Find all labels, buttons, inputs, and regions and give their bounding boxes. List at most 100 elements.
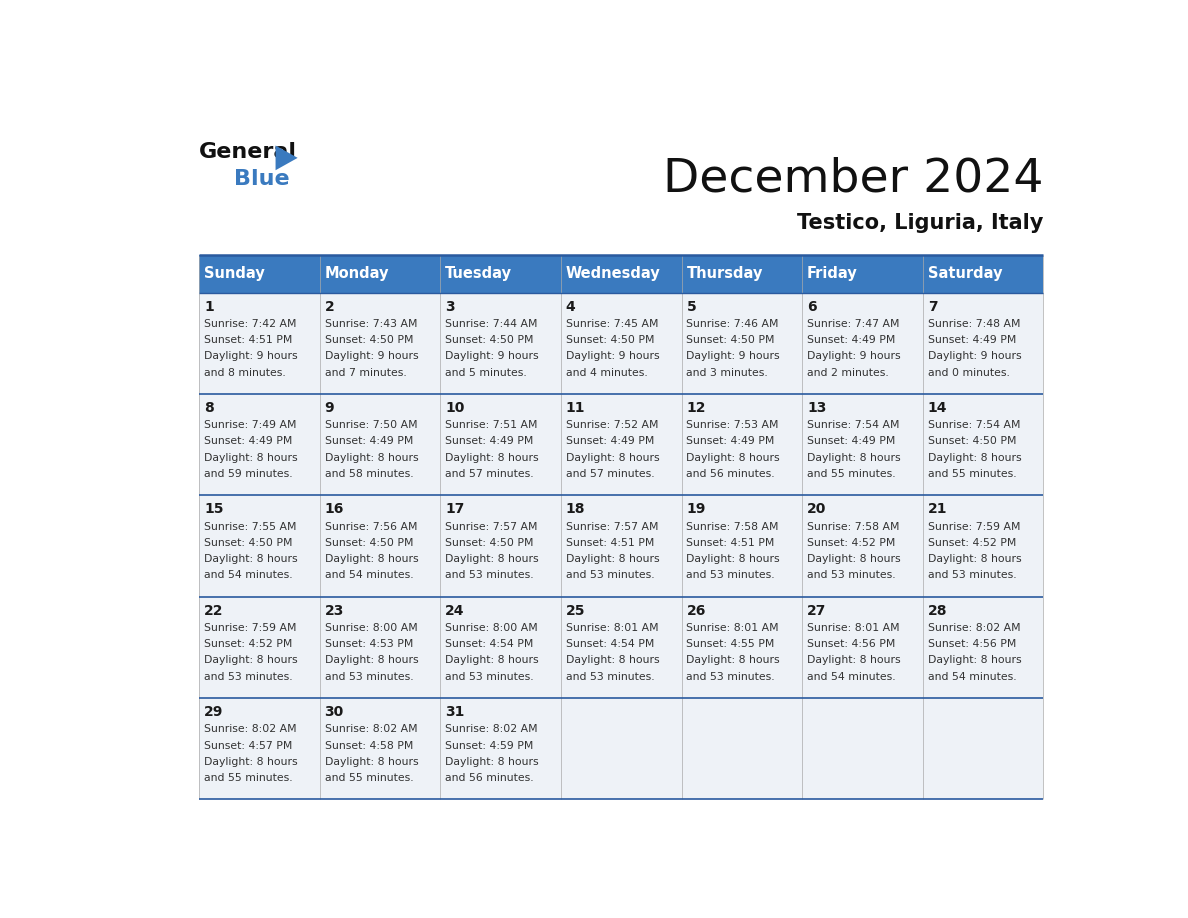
Text: 28: 28 — [928, 604, 947, 618]
Text: and 58 minutes.: and 58 minutes. — [324, 469, 413, 479]
Text: 20: 20 — [807, 502, 827, 516]
Text: and 53 minutes.: and 53 minutes. — [807, 570, 896, 580]
Text: and 53 minutes.: and 53 minutes. — [204, 672, 292, 682]
Bar — [802, 293, 923, 394]
Text: Blue: Blue — [234, 169, 290, 189]
Text: Sunrise: 8:01 AM: Sunrise: 8:01 AM — [687, 623, 779, 633]
Bar — [320, 495, 441, 597]
Text: Sunrise: 7:56 AM: Sunrise: 7:56 AM — [324, 521, 417, 532]
Text: 21: 21 — [928, 502, 947, 516]
Bar — [682, 293, 802, 394]
Bar — [682, 255, 802, 293]
Text: Monday: Monday — [324, 266, 390, 281]
Text: Sunrise: 7:57 AM: Sunrise: 7:57 AM — [565, 521, 658, 532]
Text: Sunset: 4:49 PM: Sunset: 4:49 PM — [687, 436, 775, 446]
Bar — [682, 698, 802, 800]
Text: 8: 8 — [204, 401, 214, 415]
Text: Sunrise: 7:49 AM: Sunrise: 7:49 AM — [204, 420, 297, 431]
Text: and 54 minutes.: and 54 minutes. — [928, 672, 1016, 682]
Text: Sunrise: 7:45 AM: Sunrise: 7:45 AM — [565, 319, 658, 329]
Text: Daylight: 8 hours: Daylight: 8 hours — [324, 453, 418, 463]
Text: Sunrise: 7:52 AM: Sunrise: 7:52 AM — [565, 420, 658, 431]
Bar — [200, 495, 320, 597]
Text: 2: 2 — [324, 299, 334, 314]
Text: Sunset: 4:50 PM: Sunset: 4:50 PM — [565, 335, 655, 345]
Text: Daylight: 8 hours: Daylight: 8 hours — [565, 554, 659, 564]
Text: Friday: Friday — [807, 266, 858, 281]
Bar — [923, 255, 1043, 293]
Bar — [561, 255, 682, 293]
Text: Daylight: 8 hours: Daylight: 8 hours — [204, 453, 297, 463]
Text: Saturday: Saturday — [928, 266, 1003, 281]
Text: and 53 minutes.: and 53 minutes. — [324, 672, 413, 682]
Text: Sunrise: 8:01 AM: Sunrise: 8:01 AM — [565, 623, 658, 633]
Text: Sunset: 4:57 PM: Sunset: 4:57 PM — [204, 741, 292, 751]
Bar — [441, 394, 561, 495]
Text: Sunset: 4:50 PM: Sunset: 4:50 PM — [324, 335, 413, 345]
Text: Daylight: 8 hours: Daylight: 8 hours — [324, 554, 418, 564]
Text: Daylight: 8 hours: Daylight: 8 hours — [204, 756, 297, 767]
Polygon shape — [276, 145, 298, 170]
Bar — [682, 495, 802, 597]
Text: Sunrise: 8:02 AM: Sunrise: 8:02 AM — [446, 724, 538, 734]
Text: Daylight: 8 hours: Daylight: 8 hours — [687, 453, 781, 463]
Text: Sunset: 4:50 PM: Sunset: 4:50 PM — [928, 436, 1016, 446]
Text: Sunset: 4:49 PM: Sunset: 4:49 PM — [928, 335, 1016, 345]
Bar — [561, 597, 682, 698]
Text: 16: 16 — [324, 502, 345, 516]
Text: Sunrise: 7:57 AM: Sunrise: 7:57 AM — [446, 521, 538, 532]
Text: and 57 minutes.: and 57 minutes. — [565, 469, 655, 479]
Text: Sunset: 4:54 PM: Sunset: 4:54 PM — [565, 639, 655, 649]
Text: 23: 23 — [324, 604, 345, 618]
Text: 7: 7 — [928, 299, 937, 314]
Bar — [682, 597, 802, 698]
Bar — [923, 597, 1043, 698]
Text: Daylight: 9 hours: Daylight: 9 hours — [807, 352, 901, 362]
Text: 25: 25 — [565, 604, 586, 618]
Bar — [320, 255, 441, 293]
Bar — [802, 394, 923, 495]
Text: General: General — [200, 142, 297, 162]
Text: Sunrise: 8:00 AM: Sunrise: 8:00 AM — [446, 623, 538, 633]
Text: Daylight: 9 hours: Daylight: 9 hours — [204, 352, 297, 362]
Text: Sunrise: 7:43 AM: Sunrise: 7:43 AM — [324, 319, 417, 329]
Text: Sunset: 4:49 PM: Sunset: 4:49 PM — [324, 436, 413, 446]
Text: 12: 12 — [687, 401, 706, 415]
Text: and 53 minutes.: and 53 minutes. — [446, 672, 533, 682]
Text: and 7 minutes.: and 7 minutes. — [324, 367, 406, 377]
Bar — [802, 255, 923, 293]
Text: and 4 minutes.: and 4 minutes. — [565, 367, 647, 377]
Text: Daylight: 8 hours: Daylight: 8 hours — [204, 554, 297, 564]
Text: 26: 26 — [687, 604, 706, 618]
Bar — [200, 597, 320, 698]
Text: Sunrise: 7:51 AM: Sunrise: 7:51 AM — [446, 420, 538, 431]
Text: Daylight: 8 hours: Daylight: 8 hours — [928, 655, 1022, 666]
Bar — [441, 495, 561, 597]
Bar — [441, 597, 561, 698]
Text: and 53 minutes.: and 53 minutes. — [687, 570, 775, 580]
Bar — [200, 698, 320, 800]
Bar — [802, 495, 923, 597]
Text: Wednesday: Wednesday — [565, 266, 661, 281]
Text: Sunset: 4:58 PM: Sunset: 4:58 PM — [324, 741, 413, 751]
Text: 14: 14 — [928, 401, 947, 415]
Text: and 55 minutes.: and 55 minutes. — [324, 773, 413, 783]
Text: and 56 minutes.: and 56 minutes. — [446, 773, 533, 783]
Text: Sunrise: 8:02 AM: Sunrise: 8:02 AM — [324, 724, 417, 734]
Bar — [923, 394, 1043, 495]
Text: Sunset: 4:50 PM: Sunset: 4:50 PM — [446, 335, 533, 345]
Text: Sunset: 4:50 PM: Sunset: 4:50 PM — [324, 538, 413, 548]
Text: Sunset: 4:50 PM: Sunset: 4:50 PM — [204, 538, 292, 548]
Text: Sunrise: 7:59 AM: Sunrise: 7:59 AM — [928, 521, 1020, 532]
Text: 30: 30 — [324, 705, 343, 719]
Text: Daylight: 8 hours: Daylight: 8 hours — [565, 453, 659, 463]
Text: Sunrise: 7:55 AM: Sunrise: 7:55 AM — [204, 521, 297, 532]
Text: and 59 minutes.: and 59 minutes. — [204, 469, 292, 479]
Text: 5: 5 — [687, 299, 696, 314]
Text: Daylight: 8 hours: Daylight: 8 hours — [687, 655, 781, 666]
Text: 6: 6 — [807, 299, 816, 314]
Text: and 53 minutes.: and 53 minutes. — [565, 672, 655, 682]
Bar — [682, 394, 802, 495]
Text: 10: 10 — [446, 401, 465, 415]
Bar — [802, 698, 923, 800]
